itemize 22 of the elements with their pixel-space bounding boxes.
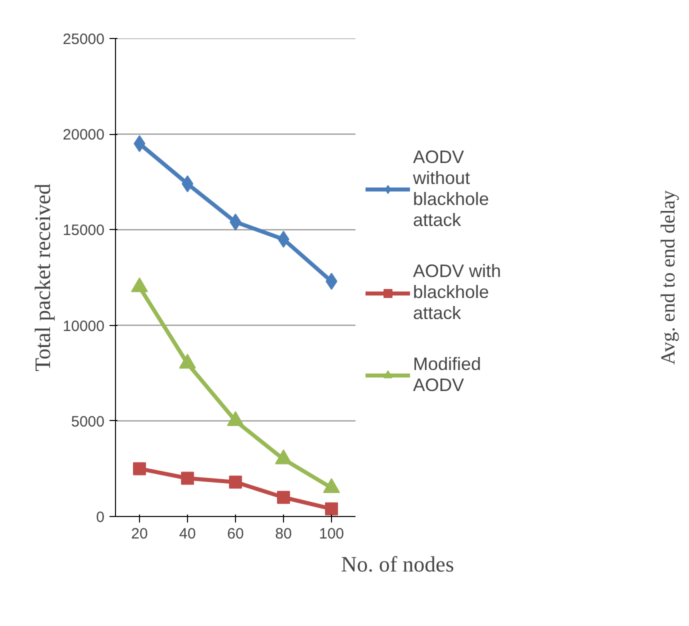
y-axis-title: Total packet received: [30, 184, 55, 372]
y-tick-label: 0: [96, 509, 104, 526]
x-tick-label: 80: [275, 526, 292, 542]
y-tick-label: 20000: [62, 126, 105, 144]
y-tick-label: 5000: [71, 413, 105, 430]
x-tick-label: 40: [179, 526, 196, 542]
x-axis-title: No. of nodes: [340, 552, 454, 576]
x-tick-label: 100: [318, 526, 344, 542]
point: [277, 490, 290, 504]
x-tick-label: 20: [131, 526, 148, 542]
legend-label: Modified AODV: [413, 354, 482, 396]
point: [325, 502, 338, 516]
y-tick-label: 25000: [62, 31, 105, 48]
y-tick-label: 10000: [62, 318, 105, 335]
point: [181, 472, 194, 485]
x-tick-label: 60: [227, 526, 244, 542]
y-tick-label: 15000: [62, 222, 105, 240]
text: Avg. end to end delay: [658, 190, 680, 365]
legend-label: AODV with blackhole attack: [413, 261, 502, 324]
point: [229, 476, 242, 489]
legend-label: AODV without blackhole attack: [413, 147, 490, 231]
point: [133, 462, 146, 476]
